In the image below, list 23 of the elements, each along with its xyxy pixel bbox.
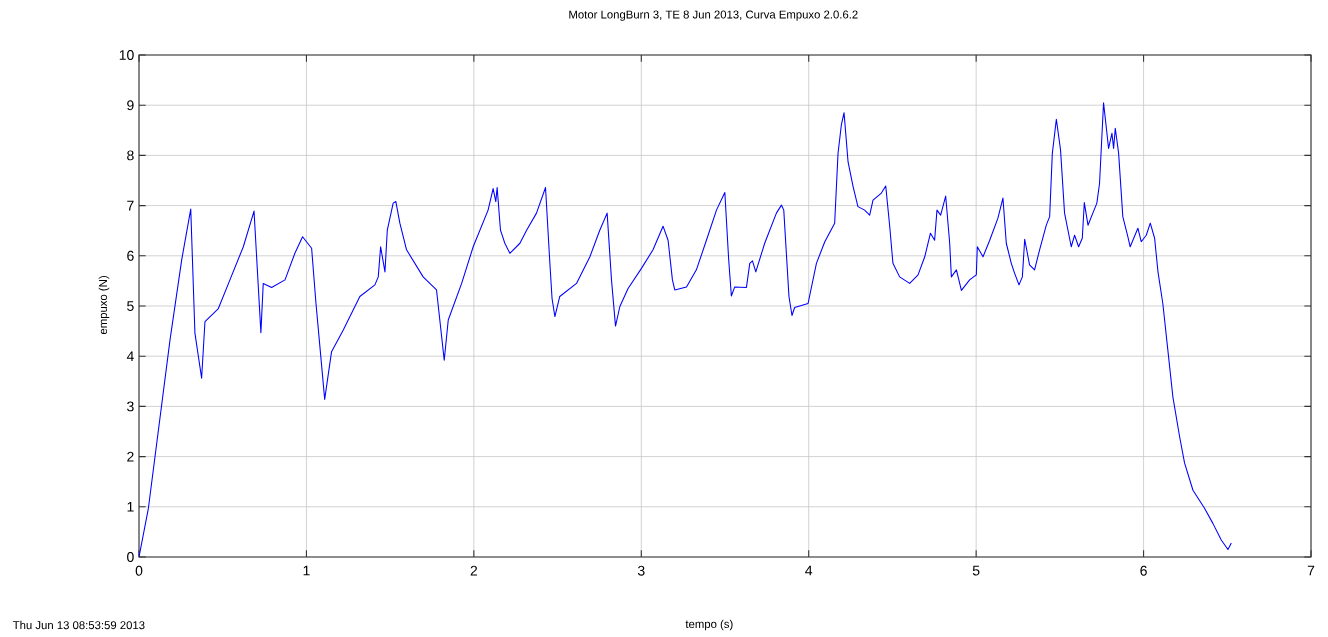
y-tick-label: 5 (127, 301, 134, 311)
x-tick-label: 5 (972, 565, 980, 576)
x-tick-label: 7 (1307, 565, 1315, 576)
y-tick-label: 10 (119, 50, 134, 60)
y-tick-label: 0 (127, 552, 134, 562)
text: Thu Jun 13 08:53:59 2013 (12, 620, 145, 630)
x-tick-label: 6 (1140, 565, 1147, 576)
x-tick-label: 1 (303, 565, 310, 576)
y-tick-label: 7 (127, 200, 134, 211)
y-tick-label: 9 (127, 100, 134, 111)
y-tick-label: 4 (126, 351, 134, 362)
x-tick-label: 2 (470, 565, 478, 576)
y-axis-title: empuxo (N) (98, 276, 110, 335)
x-tick-label: 3 (637, 565, 645, 576)
y-tick-label: 3 (127, 401, 134, 412)
y-tick-label: 1 (127, 502, 134, 512)
x-tick-label: 4 (805, 565, 813, 576)
y-tick-label: 6 (127, 250, 134, 261)
chart-title: Motor LongBurn 3, TE 8 Jun 2013, Curva Empuxo 2.0.6.2 (569, 10, 858, 21)
y-tick-label: 8 (127, 150, 134, 161)
y-tick-label: 2 (127, 451, 134, 462)
x-axis-title: tempo (s) (685, 619, 733, 631)
x-tick-label: 0 (135, 565, 143, 576)
